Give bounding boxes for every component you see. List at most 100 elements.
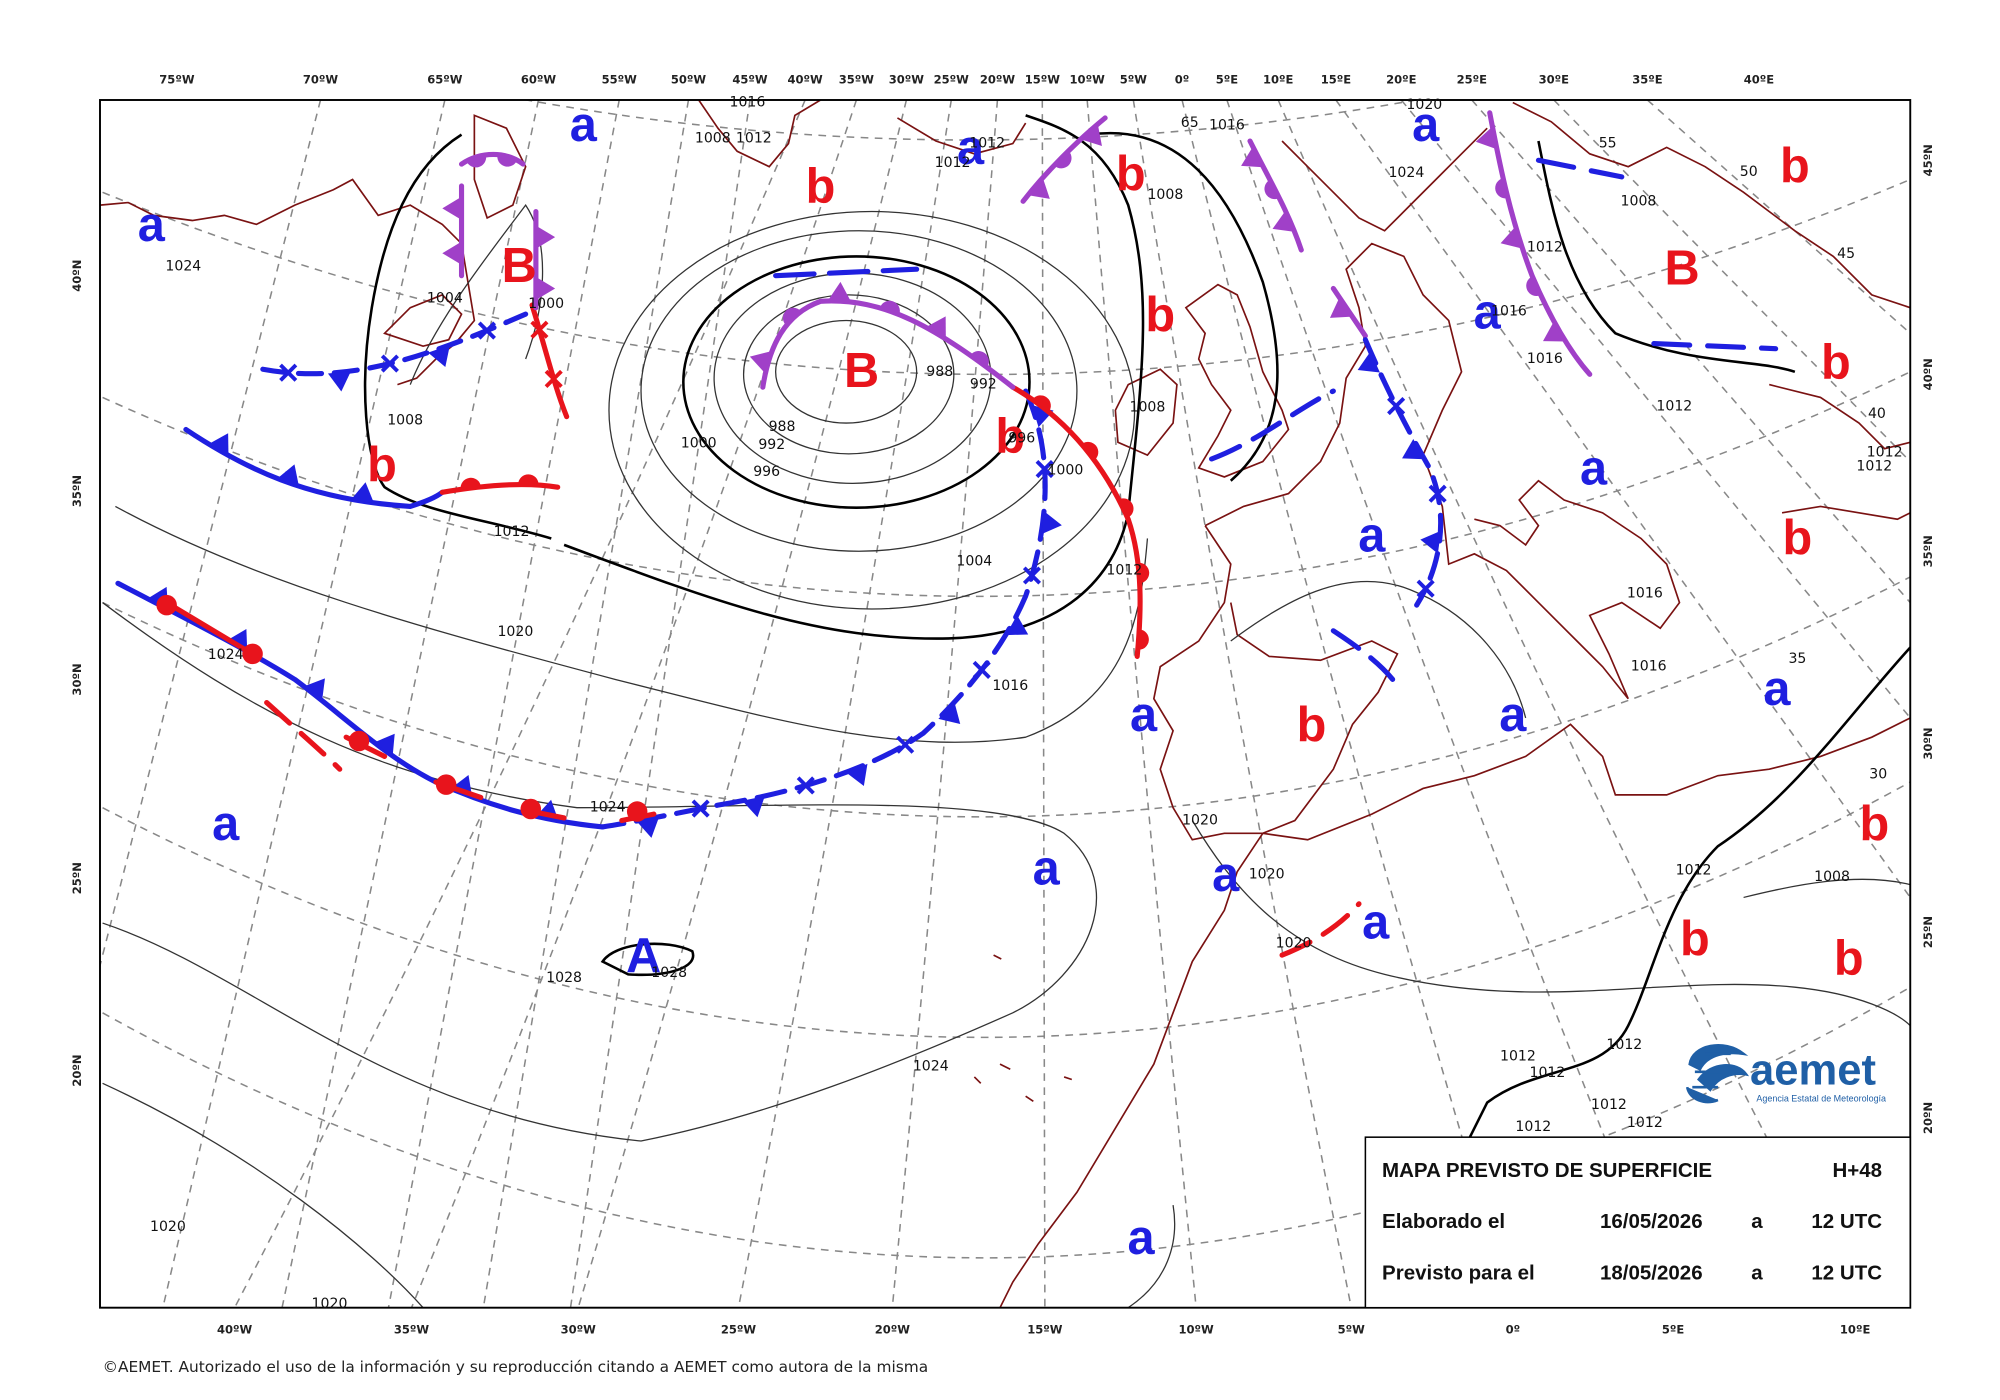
pressure-center: a [1499, 688, 1527, 742]
pressure-center: b [1859, 797, 1889, 851]
longitude-label: 10ºE [1840, 1322, 1871, 1336]
isobar-label: 1020 [312, 1296, 348, 1312]
longitude-label: 30ºE [1539, 72, 1570, 86]
front-symbol [1022, 566, 1042, 585]
logo: aemet Agencia Estatal de Meteorología [1685, 1044, 1886, 1103]
front-symbol [938, 702, 961, 724]
isobar-label: 1012 [1515, 1119, 1551, 1135]
front-symbol [782, 307, 801, 326]
longitude-label: 45ºW [732, 72, 768, 86]
pressure-center: a [1358, 508, 1386, 562]
front-symbol [1428, 484, 1447, 503]
pressure-center: b [806, 160, 836, 214]
isobar-label: 1012 [1856, 459, 1892, 475]
latitude-label: 25ºN [1921, 916, 1935, 948]
isobar [600, 942, 695, 977]
latitude-label: 25ºN [70, 862, 84, 894]
front-symbol [827, 281, 852, 302]
pressure-center: B [1664, 242, 1699, 296]
pressure-center: a [1127, 1211, 1155, 1265]
isobar-label: 1028 [651, 965, 687, 981]
info-box-frame [1364, 1136, 1912, 1309]
front-symbol [1542, 321, 1566, 342]
front-symbol [303, 678, 325, 701]
front-symbol [1420, 530, 1441, 554]
coastline [1281, 127, 1488, 232]
pressure-center: a [212, 797, 240, 851]
front-symbol [846, 763, 868, 786]
isobar-label: 1012 [1606, 1037, 1642, 1053]
longitude-label: 75ºW [159, 72, 195, 86]
pressure-center: b [1145, 288, 1175, 342]
front-symbol [691, 799, 710, 818]
front-line [439, 481, 561, 495]
front-line [1651, 341, 1779, 352]
longitude-label: 25ºE [1457, 72, 1488, 86]
front-symbol [1357, 351, 1380, 373]
grid-label: 65 [1181, 115, 1199, 131]
longitude-label: 5ºW [1338, 1322, 1366, 1336]
isobar-label: 1012 [1867, 445, 1903, 461]
longitude-label: 25ºW [934, 72, 970, 86]
isobar [1447, 646, 1911, 1181]
longitude-label: 40ºW [217, 1322, 253, 1336]
pressure-center: b [1780, 139, 1810, 193]
meridian [482, 100, 690, 1308]
grid-label: 35 [1788, 651, 1806, 667]
longitude-label: 20ºW [980, 72, 1016, 86]
front-symbol [1035, 460, 1054, 479]
isobar-label: 1008 [1621, 193, 1657, 209]
pressure-center: a [1033, 842, 1061, 896]
coastline [698, 100, 821, 168]
front-symbol [518, 474, 539, 485]
pressure-center: a [1763, 662, 1791, 716]
info-title: MAPA PREVISTO DE SUPERFICIE [1382, 1159, 1712, 1182]
front-symbol [277, 464, 299, 487]
front-symbol [1054, 150, 1072, 169]
parallel [102, 986, 1911, 1259]
isobar [742, 294, 955, 455]
isobar-label: 988 [769, 419, 796, 435]
grid-label: 45 [1837, 246, 1855, 262]
longitude-label: 55ºW [602, 72, 638, 86]
isobar-label: 1012 [1591, 1097, 1627, 1113]
isobar-label: 1012 [1500, 1048, 1536, 1064]
isobar-label: 992 [970, 377, 997, 393]
isobar-label: 1012 [1627, 1115, 1663, 1131]
isobar [409, 204, 544, 385]
front-symbol [374, 733, 395, 757]
pressure-center: a [1362, 896, 1390, 950]
meridian [577, 100, 908, 1308]
longitude-label: 40ºW [788, 72, 824, 86]
isobar-label: 1008 [387, 413, 423, 429]
isobar-label: 1020 [150, 1219, 186, 1235]
front-symbol [428, 345, 450, 368]
latitude-label: 40ºN [70, 260, 84, 292]
longitude-label: 15ºE [1321, 72, 1352, 86]
front-line [1535, 157, 1625, 180]
longitude-label: 70ºW [303, 72, 339, 86]
front-symbol [1495, 178, 1508, 199]
longitude-label: 30ºW [561, 1322, 597, 1336]
isobar-label: 1016 [1631, 659, 1667, 675]
meridian [1400, 100, 1911, 719]
front-symbol [520, 798, 542, 820]
front-line [1330, 628, 1400, 689]
longitude-label: 10ºE [1263, 72, 1294, 86]
front-symbol [1027, 177, 1050, 199]
front-line [1208, 388, 1336, 462]
isobar [115, 505, 1149, 743]
isobar-label: 1012 [494, 524, 530, 540]
front-symbol [535, 225, 556, 249]
front-symbol [348, 730, 370, 752]
longitude-label: 5ºE [1216, 72, 1239, 86]
copyright: ©AEMET. Autorizado el uso de la informac… [103, 1358, 929, 1376]
isobar-label: 1020 [1406, 97, 1442, 113]
front-symbol [1526, 276, 1541, 296]
pressure-center: b [1680, 912, 1710, 966]
longitude-label: 10ºW [1070, 72, 1106, 86]
isobar [1230, 580, 1527, 719]
pressure-center: a [1474, 285, 1502, 339]
meridian [1086, 100, 1197, 1308]
isobar-label: 1012 [1656, 398, 1692, 414]
